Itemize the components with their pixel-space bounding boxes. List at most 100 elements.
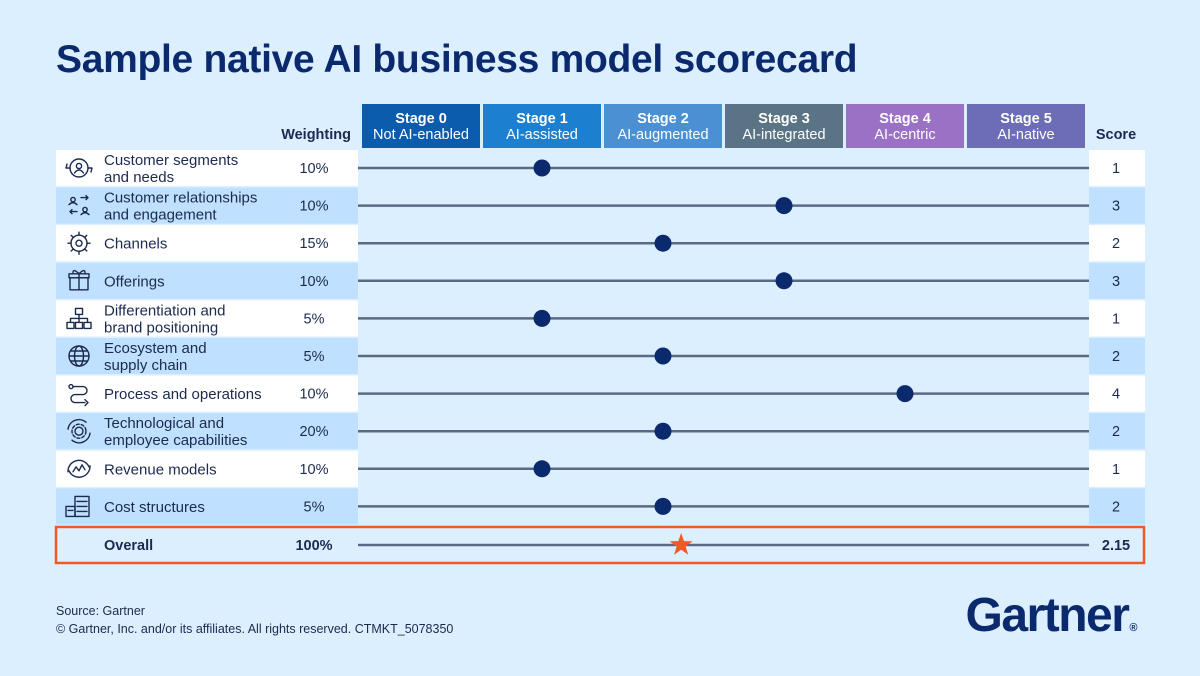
logo-text: Gartner (965, 589, 1130, 642)
row-band-label (56, 300, 358, 337)
globe-icon (68, 345, 90, 367)
row-label-line2: supply chain (104, 357, 187, 374)
row-band-score (1089, 187, 1145, 224)
row-score: 2 (1112, 236, 1120, 252)
stage-number: Stage 0 (395, 111, 447, 127)
score-dot (896, 385, 914, 403)
overall-star (669, 533, 693, 555)
stage-number: Stage 2 (637, 111, 689, 127)
gear-refresh-icon (67, 418, 91, 444)
score-dot (654, 422, 672, 440)
score-dot (654, 234, 672, 252)
customer-segments-icon (65, 158, 93, 178)
row-score: 1 (1112, 462, 1120, 478)
row-band-label (56, 375, 358, 412)
row-label-line2: and needs (104, 169, 174, 186)
row-weighting: 5% (304, 499, 325, 515)
row-weighting: 5% (304, 349, 325, 365)
cost-server-icon (65, 495, 90, 518)
row-band-label (56, 225, 358, 262)
row-label: Offerings (104, 273, 165, 290)
row-band-score (1089, 450, 1145, 487)
row-label-line2: and engagement (104, 207, 217, 224)
row-weighting: 10% (299, 462, 328, 478)
row-score: 2 (1112, 349, 1120, 365)
stage-number: Stage 3 (758, 111, 810, 127)
row-weighting: 10% (299, 274, 328, 290)
stage-number: Stage 1 (516, 111, 568, 127)
overall-score: 2.15 (1102, 538, 1130, 554)
row-band-score (1089, 150, 1145, 186)
row-band-label (56, 187, 358, 224)
row-band-label (56, 488, 358, 525)
stage-number: Stage 4 (879, 111, 931, 127)
score-dot (533, 159, 551, 177)
stage-label: AI-native (997, 127, 1054, 143)
row-label-line1: Customer relationships (104, 190, 257, 207)
gartner-logo: Gartner® (965, 588, 1138, 643)
row-band-score (1089, 300, 1145, 337)
row-band-score (1089, 225, 1145, 262)
row-label-line2: brand positioning (104, 319, 218, 336)
score-dot (654, 497, 672, 515)
weighting-header: Weighting (281, 127, 351, 143)
stage-header-0 (362, 104, 480, 148)
row-label-line1: Customer segments (104, 152, 238, 169)
row-weighting: 10% (299, 161, 328, 177)
stage-label: AI-integrated (742, 127, 825, 143)
page-title: Sample native AI business model scorecar… (56, 38, 858, 81)
row-label-line1: Differentiation and (104, 302, 225, 319)
score-dot (533, 309, 551, 327)
revenue-chart-icon (67, 459, 91, 478)
row-band-label (56, 450, 358, 487)
stage-label: AI-assisted (506, 127, 578, 143)
stage-number: Stage 5 (1000, 111, 1052, 127)
row-label: Channels (104, 236, 167, 253)
row-weighting: 15% (299, 236, 328, 252)
score-dot (775, 272, 793, 290)
registered-mark: ® (1129, 622, 1137, 634)
row-band-label (56, 413, 358, 450)
row-score: 3 (1112, 199, 1120, 215)
stage-header-5 (967, 104, 1085, 148)
row-band-score (1089, 413, 1145, 450)
row-band-score (1089, 262, 1145, 299)
row-band-label (56, 338, 358, 374)
row-label-line1: Technological and (104, 415, 224, 432)
overall-weighting: 100% (295, 538, 332, 554)
row-score: 1 (1112, 161, 1120, 177)
row-score: 2 (1112, 499, 1120, 515)
row-band-score (1089, 338, 1145, 374)
copyright-note: © Gartner, Inc. and/or its affiliates. A… (56, 622, 454, 636)
score-dot (775, 197, 793, 215)
row-band-score (1089, 488, 1145, 525)
hierarchy-icon (66, 307, 92, 330)
row-weighting: 5% (304, 311, 325, 327)
customer-relationships-icon (68, 194, 90, 216)
row-label: Revenue models (104, 461, 217, 478)
row-score: 1 (1112, 311, 1120, 327)
row-label-line2: employee capabilities (104, 432, 247, 449)
channels-icon (67, 231, 91, 255)
stage-label: AI-centric (874, 127, 935, 143)
stage-label: AI-augmented (617, 127, 708, 143)
score-dot (533, 460, 551, 478)
overall-label: Overall (104, 538, 153, 554)
stage-header-3 (725, 104, 843, 148)
row-label: Cost structures (104, 499, 205, 516)
score-header: Score (1096, 127, 1136, 143)
row-label: Process and operations (104, 386, 262, 403)
stage-header-4 (846, 104, 964, 148)
stage-header-2 (604, 104, 722, 148)
row-band-score (1089, 375, 1145, 412)
row-label-line1: Ecosystem and (104, 340, 207, 357)
stage-header-1 (483, 104, 601, 148)
row-band-label (56, 150, 358, 186)
overall-highlight (54, 525, 1146, 565)
row-weighting: 20% (299, 424, 328, 440)
row-score: 4 (1112, 387, 1120, 403)
row-score: 2 (1112, 424, 1120, 440)
gift-icon (68, 269, 90, 291)
process-path-icon (68, 383, 89, 407)
